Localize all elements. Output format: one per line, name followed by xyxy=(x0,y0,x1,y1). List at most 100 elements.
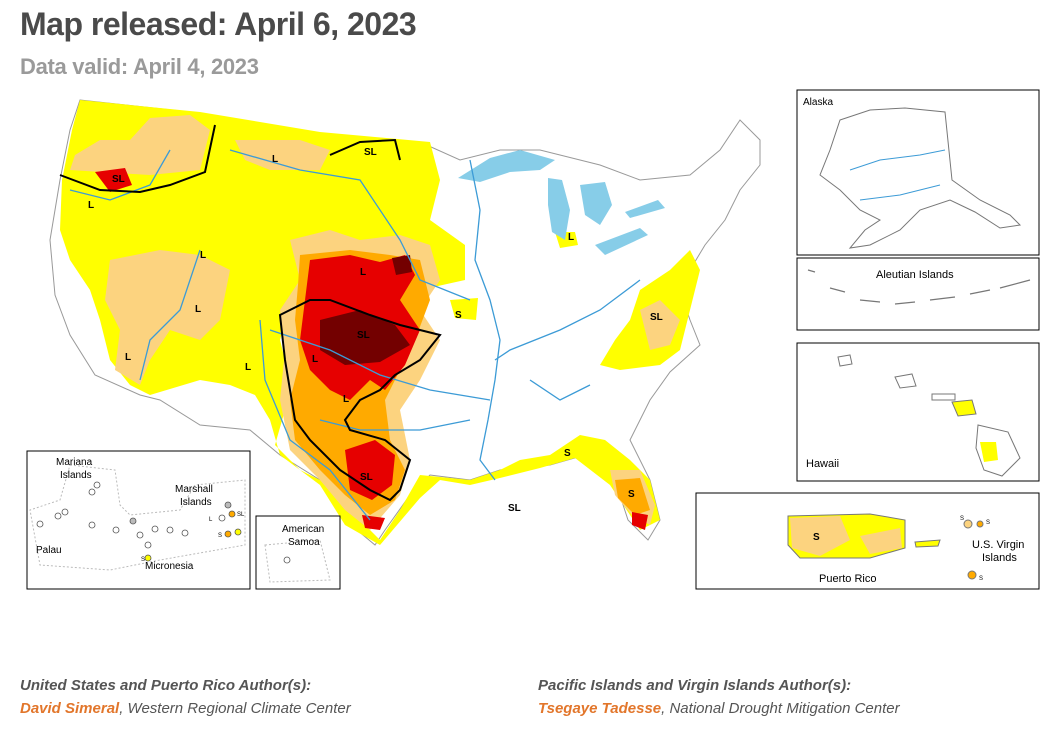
river-arkansas xyxy=(269,329,491,401)
d1-montana xyxy=(235,140,330,170)
micronesia-label: Micronesia xyxy=(145,561,194,572)
pacific-impact-label: SL xyxy=(237,512,245,518)
d1-northwest xyxy=(70,115,210,175)
pacific-vi-author-name-link[interactable]: Tsegaye Tadesse xyxy=(538,700,662,717)
virgin-islands: S S S xyxy=(960,516,990,582)
rivers xyxy=(69,149,641,521)
alaska-inset: Alaska xyxy=(796,89,1040,256)
impact-label: L xyxy=(125,352,131,363)
impact-boundaries xyxy=(59,124,442,502)
puerto-rico-d1 xyxy=(790,516,850,556)
impact-label: SL xyxy=(364,147,377,158)
hawaii-label: Hawaii xyxy=(806,458,839,470)
marshall-label-1: Marshall xyxy=(175,484,213,495)
island-dot xyxy=(228,510,236,518)
impact-label: L xyxy=(343,394,349,405)
st-john xyxy=(976,520,984,528)
d3-oregon xyxy=(95,168,132,192)
pacific-islands-dots xyxy=(36,481,242,562)
st-thomas xyxy=(963,519,973,529)
vi-impact-label: S xyxy=(979,576,983,582)
impact-labels: SL L L L L L L L SL L S SL SL L S SL S L… xyxy=(88,147,663,514)
aleutian-label: Aleutian Islands xyxy=(876,269,954,281)
d0-missouri xyxy=(450,298,478,320)
river-ohio xyxy=(494,279,641,361)
samoa-label-2: Samoa xyxy=(288,537,320,548)
pacific-impact-label: L xyxy=(209,517,213,523)
us-pr-author-name-link[interactable]: David Simeral xyxy=(20,700,120,717)
pr-impact-label: S xyxy=(813,532,820,543)
river-colorado xyxy=(139,249,201,381)
conus-map: SL L L L L L L L SL L S SL SL L S SL S L… xyxy=(49,99,761,546)
d4-nebraska xyxy=(392,255,412,275)
impact-label: L xyxy=(195,304,201,315)
us-pr-authors: United States and Puerto Rico Author(s):… xyxy=(20,677,351,723)
vi-impact-label: S xyxy=(986,520,990,526)
american-samoa-inset: American Samoa xyxy=(255,515,341,590)
samoa-label-1: American xyxy=(282,524,324,535)
island-dot xyxy=(93,481,101,489)
mariana-label-2: Islands xyxy=(60,470,92,481)
pacific-impact-labels: SL L S S xyxy=(141,512,245,563)
impact-label: SL xyxy=(650,312,663,323)
alaska-rivers xyxy=(849,149,946,201)
maui xyxy=(951,399,977,417)
impact-label: L xyxy=(312,354,318,365)
vi-impact-label: S xyxy=(960,516,964,522)
pacific-impact-label: S xyxy=(141,557,145,563)
pacific-vi-authors-heading: Pacific Islands and Virgin Islands Autho… xyxy=(538,677,852,694)
boundary-dakota xyxy=(329,138,401,161)
kauai xyxy=(837,354,853,367)
samoa-island xyxy=(283,556,291,564)
virgin-islands-label-2: Islands xyxy=(982,552,1017,564)
island-dot xyxy=(88,488,96,496)
island-dot xyxy=(129,517,137,525)
hawaii-inset: Hawaii xyxy=(796,342,1040,482)
island-dot xyxy=(61,508,69,516)
impact-label: S xyxy=(455,310,462,321)
oahu xyxy=(894,373,917,389)
island-dot xyxy=(144,554,152,562)
river-mississippi xyxy=(469,159,501,481)
d2-florida xyxy=(615,478,650,515)
st-croix xyxy=(967,570,977,580)
puerto-rico-label: Puerto Rico xyxy=(819,573,876,585)
d4-kansas xyxy=(320,310,410,365)
vieques xyxy=(914,539,941,548)
lake-superior xyxy=(458,150,555,182)
pacific-boundary xyxy=(29,464,246,571)
impact-label: SL xyxy=(508,503,521,514)
d3-florida xyxy=(632,512,648,530)
alaska-land xyxy=(819,107,1022,249)
island-dot xyxy=(112,526,120,534)
island-dot xyxy=(54,512,62,520)
palau-label: Palau xyxy=(36,545,62,556)
pacific-impact-label: S xyxy=(218,533,222,539)
impact-label: L xyxy=(272,154,278,165)
us-pr-authors-heading: United States and Puerto Rico Author(s): xyxy=(20,677,312,694)
great-lakes xyxy=(458,150,665,255)
island-dot xyxy=(136,531,144,539)
island-dot xyxy=(224,530,232,538)
river-tennessee xyxy=(529,379,591,401)
impact-label: L xyxy=(360,267,366,278)
lake-ontario xyxy=(625,200,665,218)
island-dot xyxy=(88,521,96,529)
drought-d4 xyxy=(320,255,412,365)
island-dot xyxy=(166,526,174,534)
d3-texas xyxy=(345,440,395,500)
lake-michigan xyxy=(548,178,570,240)
map-release-title: Map released: April 6, 2023 xyxy=(20,6,417,42)
river-missouri xyxy=(229,149,471,301)
river-red xyxy=(319,419,471,431)
lake-huron xyxy=(580,182,612,225)
d3-south-texas xyxy=(362,515,385,530)
virgin-islands-label-1: U.S. Virgin xyxy=(972,539,1024,551)
big-island xyxy=(975,424,1021,477)
impact-label: SL xyxy=(112,174,125,185)
island-dot xyxy=(234,528,242,536)
island-dot xyxy=(181,529,189,537)
impact-label: L xyxy=(245,362,251,373)
pacific-vi-authors: Pacific Islands and Virgin Islands Autho… xyxy=(538,677,900,723)
